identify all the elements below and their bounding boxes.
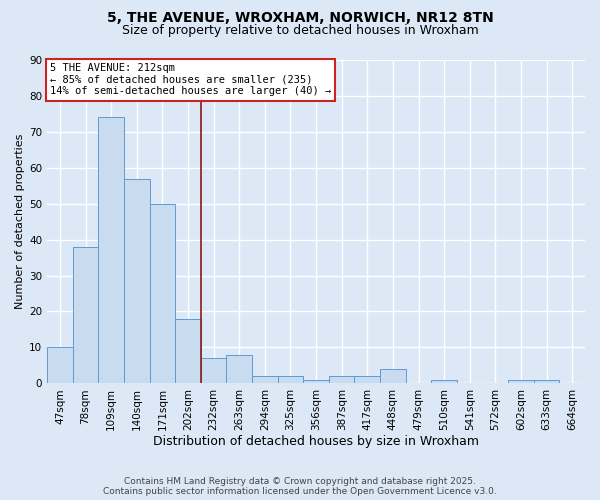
Bar [201, 358, 226, 384]
Bar [355, 376, 380, 384]
Bar [73, 247, 98, 384]
Bar [149, 204, 175, 384]
Bar [303, 380, 329, 384]
Text: 5, THE AVENUE, WROXHAM, NORWICH, NR12 8TN: 5, THE AVENUE, WROXHAM, NORWICH, NR12 8T… [107, 11, 493, 25]
Bar [252, 376, 278, 384]
Bar [278, 376, 303, 384]
X-axis label: Distribution of detached houses by size in Wroxham: Distribution of detached houses by size … [153, 434, 479, 448]
Text: 5 THE AVENUE: 212sqm
← 85% of detached houses are smaller (235)
14% of semi-deta: 5 THE AVENUE: 212sqm ← 85% of detached h… [50, 63, 331, 96]
Bar [98, 118, 124, 384]
Bar [329, 376, 355, 384]
Bar [508, 380, 534, 384]
Bar [534, 380, 559, 384]
Bar [175, 318, 201, 384]
Bar [124, 178, 149, 384]
Bar [431, 380, 457, 384]
Bar [226, 354, 252, 384]
Bar [47, 348, 73, 384]
Y-axis label: Number of detached properties: Number of detached properties [15, 134, 25, 310]
Text: Contains HM Land Registry data © Crown copyright and database right 2025.
Contai: Contains HM Land Registry data © Crown c… [103, 476, 497, 496]
Bar [380, 369, 406, 384]
Text: Size of property relative to detached houses in Wroxham: Size of property relative to detached ho… [122, 24, 478, 37]
